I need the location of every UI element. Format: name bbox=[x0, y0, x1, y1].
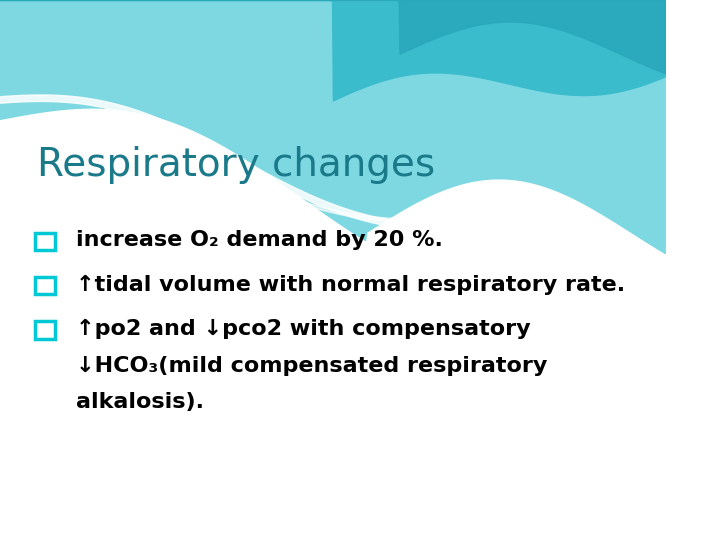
FancyBboxPatch shape bbox=[35, 321, 55, 339]
Text: ↑po2 and ↓pco2 with compensatory: ↑po2 and ↓pco2 with compensatory bbox=[76, 319, 531, 339]
FancyBboxPatch shape bbox=[35, 277, 55, 294]
Text: alkalosis).: alkalosis). bbox=[76, 392, 204, 413]
Text: increase O₂ demand by 20 %.: increase O₂ demand by 20 %. bbox=[76, 230, 444, 251]
Text: ↑tidal volume with normal respiratory rate.: ↑tidal volume with normal respiratory ra… bbox=[76, 274, 626, 295]
Text: ↓HCO₃(mild compensated respiratory: ↓HCO₃(mild compensated respiratory bbox=[76, 355, 548, 376]
Text: Respiratory changes: Respiratory changes bbox=[37, 146, 435, 184]
FancyBboxPatch shape bbox=[35, 233, 55, 250]
